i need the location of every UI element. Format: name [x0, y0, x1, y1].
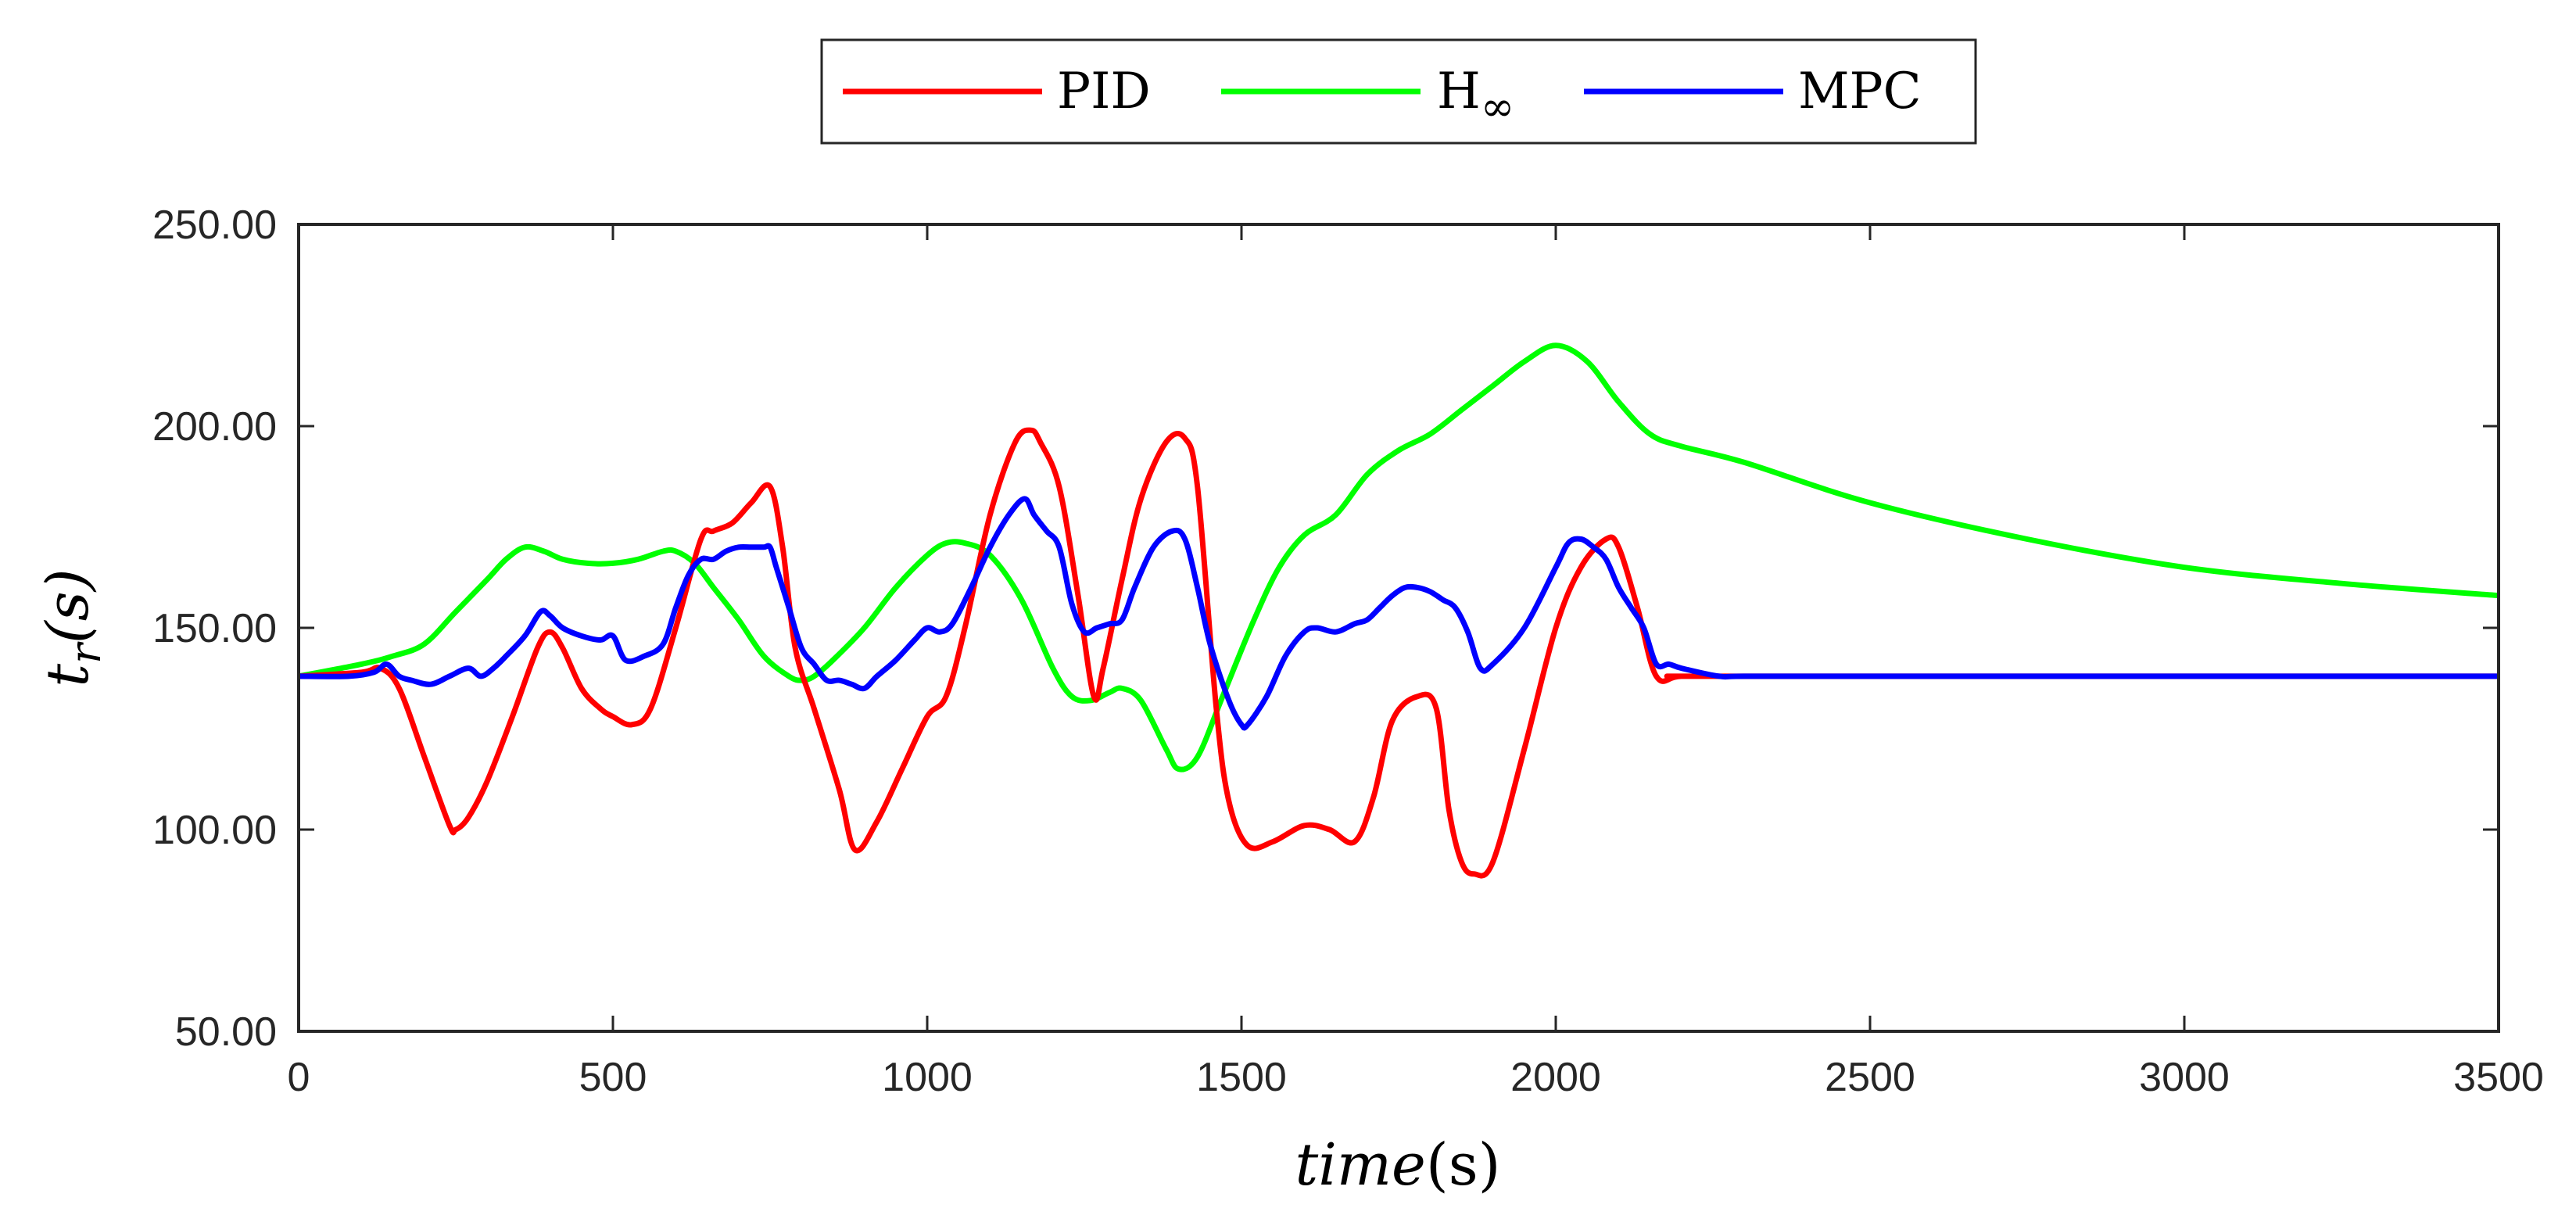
y-axis-label-sub: r — [61, 641, 110, 664]
legend: PID H∞ MPC — [820, 38, 1977, 145]
x-axis-label: time(s) — [1295, 1131, 1500, 1199]
y-tick-label: 50.00 — [175, 1009, 277, 1055]
x-tick-label: 500 — [579, 1055, 647, 1100]
y-tick-label: 200.00 — [152, 404, 277, 450]
x-tick-label: 2500 — [1825, 1055, 1915, 1100]
y-tick-label: 100.00 — [152, 808, 277, 853]
x-tick-label: 0 — [288, 1055, 310, 1100]
series-line-mpc — [299, 496, 2499, 731]
plot-area: 0 500 1000 1500 2000 2500 3000 3500 50.00 100.00 1… — [152, 203, 2544, 1100]
x-tick-label: 3000 — [2139, 1055, 2230, 1100]
x-tick-label: 1000 — [882, 1055, 973, 1100]
series-line-pid — [299, 427, 2499, 879]
y-axis-label: tr(s) — [34, 568, 110, 686]
x-axis-label-unit: (s) — [1426, 1131, 1501, 1199]
series-layer — [299, 342, 2499, 879]
x-axis-label-main: time — [1295, 1131, 1425, 1199]
y-axis-label-unit: (s) — [34, 568, 102, 643]
plot-frame — [297, 223, 2500, 1033]
y-tick-label: 250.00 — [152, 203, 277, 248]
y-axis-label-main: t — [34, 664, 102, 687]
x-tick-label: 3500 — [2453, 1055, 2544, 1100]
legend-label-pid: PID — [1057, 63, 1151, 120]
legend-label-hinf-sub: ∞ — [1481, 84, 1514, 131]
y-tick-label: 150.00 — [152, 606, 277, 651]
x-tick-label: 1500 — [1196, 1055, 1287, 1100]
series-line-hinf — [299, 342, 2499, 773]
legend-label-hinf: H∞ — [1437, 63, 1514, 131]
legend-label-hinf-main: H — [1437, 63, 1481, 120]
tick-labels: 0 500 1000 1500 2000 2500 3000 3500 50.00 100.00 1… — [152, 203, 2544, 1100]
x-tick-label: 2000 — [1510, 1055, 1601, 1100]
legend-label-mpc: MPC — [1798, 63, 1922, 120]
